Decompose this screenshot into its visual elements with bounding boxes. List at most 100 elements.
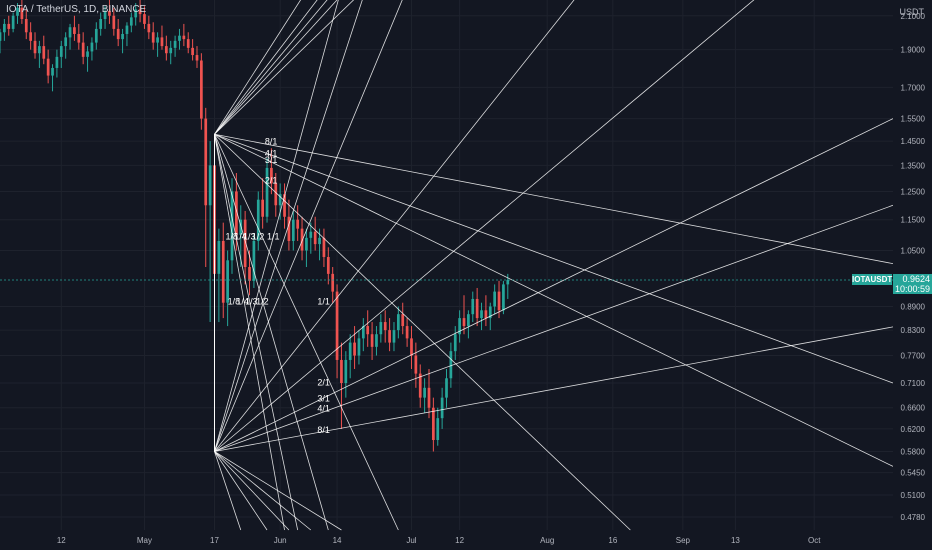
candle-body <box>173 40 177 48</box>
candle-body <box>432 407 435 441</box>
candle-body <box>252 240 256 281</box>
fan-label: 1/4 <box>236 297 249 307</box>
candle-body <box>59 46 63 57</box>
candle-body <box>423 387 426 398</box>
y-tick-label: 0.8900 <box>901 302 926 311</box>
candle-body <box>81 42 85 57</box>
fan-label: 3/1 <box>265 155 278 165</box>
y-tick-label: 1.5500 <box>901 115 926 124</box>
candle-body <box>195 55 199 61</box>
fan-label: 2/1 <box>317 377 330 387</box>
y-tick-label: 0.6600 <box>901 404 926 413</box>
candle-body <box>243 219 247 268</box>
candle-body <box>169 47 173 54</box>
candle-body <box>309 231 313 238</box>
candle-body <box>436 418 440 441</box>
fan-line <box>214 0 755 452</box>
fan-lines[interactable] <box>213 0 894 531</box>
candle-body <box>46 58 50 76</box>
candle-body <box>278 194 282 206</box>
candle-body <box>305 237 308 251</box>
fan-line <box>214 133 894 384</box>
fan-line <box>214 118 894 452</box>
candle-body <box>29 32 32 41</box>
x-tick-label: Aug <box>540 536 554 545</box>
fan-label: 8/1 <box>265 137 278 147</box>
candle-body <box>458 318 461 335</box>
fan-line <box>214 134 329 531</box>
candle-body <box>121 33 124 40</box>
candle-body <box>256 199 260 241</box>
y-tick-label: 0.5100 <box>901 491 926 500</box>
y-tick-label: 0.5800 <box>901 447 926 456</box>
candle-body <box>296 219 300 229</box>
candle-body <box>0 32 2 41</box>
candle-body <box>475 298 479 319</box>
x-tick-label: 16 <box>608 536 617 545</box>
candle-body <box>68 27 72 38</box>
fan-line <box>214 326 894 452</box>
current-price-tag: 0.9624 <box>893 273 932 284</box>
candle-body <box>318 237 321 245</box>
fan-label: 3/1 <box>317 394 330 404</box>
candle-body <box>370 334 374 347</box>
fan-line <box>214 204 894 452</box>
candle-body <box>331 273 335 292</box>
y-tick-label: 2.1000 <box>901 12 926 21</box>
candle-body <box>313 231 317 245</box>
candle-body <box>467 314 470 327</box>
candles[interactable] <box>0 0 510 452</box>
symbol-title[interactable]: IOTA / TetherUS, 1D, BINANCE <box>6 4 147 15</box>
fan-line <box>214 0 318 135</box>
axis-unit-label[interactable]: USDT <box>899 7 925 17</box>
candle-body <box>99 18 103 29</box>
fan-label: 1/3 <box>245 297 258 307</box>
fan-line <box>214 451 268 531</box>
candle-body <box>484 310 488 319</box>
candle-body <box>112 15 116 29</box>
candle-body <box>200 60 203 119</box>
candle-body <box>488 306 492 319</box>
fan-label: 1/8 <box>228 297 241 307</box>
fan-label: 1/1 <box>267 231 280 241</box>
candle-body <box>38 46 41 54</box>
fan-line <box>214 134 285 531</box>
fan-label: 1/2 <box>252 231 265 241</box>
candle-body <box>129 17 133 26</box>
y-tick-label: 1.0500 <box>901 246 926 255</box>
y-tick-label: 1.7000 <box>901 83 926 92</box>
candle-body <box>64 37 68 47</box>
candle-body <box>357 338 361 356</box>
candle-body <box>221 240 225 303</box>
y-tick-label: 0.8300 <box>901 326 926 335</box>
fan-line <box>214 0 339 452</box>
candle-body <box>226 260 229 303</box>
x-axis[interactable]: 12 May 17 Jun 14 Jul 12 Aug 16 Sep 13 Oct <box>57 536 821 545</box>
x-tick-label: 14 <box>333 536 342 545</box>
fan-line <box>214 0 302 135</box>
x-tick-label: 12 <box>455 536 464 545</box>
candle-body <box>90 42 94 52</box>
candle-body <box>388 330 391 343</box>
x-tick-label: 12 <box>57 536 66 545</box>
y-tick-label: 1.1500 <box>901 216 926 225</box>
candle-body <box>7 23 11 29</box>
candle-body <box>103 10 107 19</box>
fan-line <box>214 0 338 135</box>
candle-body <box>147 23 151 33</box>
candle-body <box>405 326 409 339</box>
candle-body <box>151 32 155 43</box>
fan-line <box>214 134 299 531</box>
candle-body <box>217 240 221 274</box>
candle-body <box>340 359 343 384</box>
candle-body <box>493 291 497 307</box>
candle-body <box>462 318 466 327</box>
candle-body <box>116 28 120 40</box>
candle-body <box>274 183 278 206</box>
candle-body <box>186 39 190 48</box>
y-tick-label: 0.6200 <box>901 425 926 434</box>
candle-body <box>453 334 457 352</box>
candle-body <box>361 326 365 339</box>
x-tick-label: Sep <box>676 536 691 545</box>
